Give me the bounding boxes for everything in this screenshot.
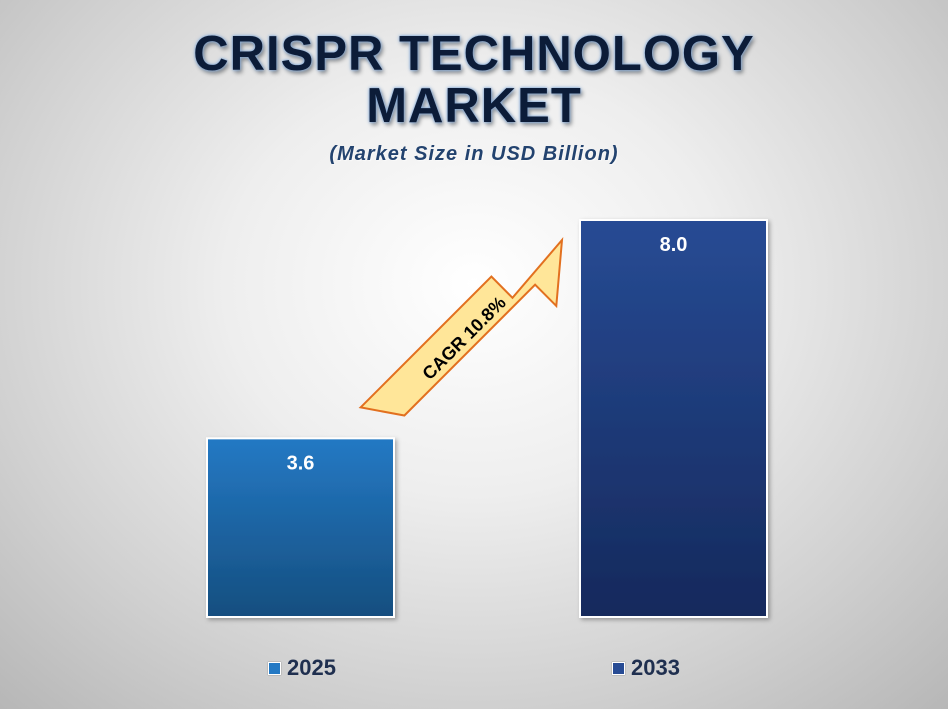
legend-label-2025: 2025 [287,655,336,680]
legend-swatch-2025 [268,661,281,675]
cagr-arrow-group: CAGR 10.8% [358,236,564,417]
legend-item-2025: 2025 [268,655,336,681]
bar-2025 [206,437,395,618]
bars-group: 3.6 8.0 [206,219,768,618]
bar-value-label-2033: 8.0 [660,234,688,256]
chart-subtitle: (Market Size in USD Billion) [329,143,619,165]
legend-swatch-2033 [612,661,625,675]
bar-2033 [579,219,768,618]
chart-title: CRISPR TECHNOLOGY MARKET [0,28,948,132]
chart-title-line-1: CRISPR TECHNOLOGY [193,27,755,81]
cagr-arrow [358,236,564,417]
bar-value-label-2025: 3.6 [287,452,315,474]
legend-label-2033: 2033 [631,655,680,680]
chart-title-line-2: MARKET [366,79,582,133]
legend-item-2033: 2033 [612,655,680,681]
